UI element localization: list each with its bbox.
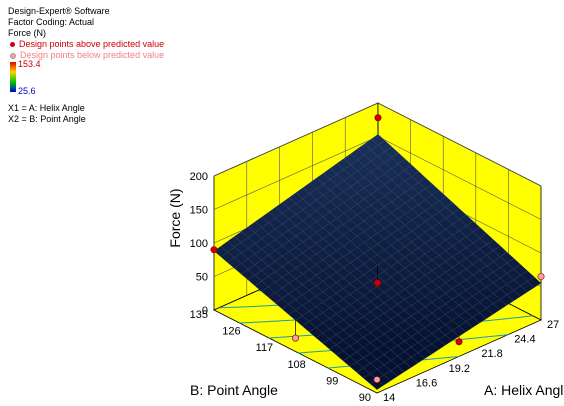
factor-coding-label: Factor Coding: Actual (8, 17, 95, 27)
x-tick-label: 21.8 (481, 348, 502, 360)
z-tick-label: 0 (202, 305, 208, 317)
design-point-below (373, 376, 381, 384)
below-point-marker-icon (10, 52, 16, 59)
response-surface (213, 134, 542, 390)
above-points-label: Design points above predicted value (19, 39, 165, 49)
y-axis-label: B: Point Angle (190, 382, 278, 398)
y-tick-label: 99 (326, 375, 338, 387)
x-tick-label: 19.2 (449, 363, 470, 375)
y-tick-label: 117 (256, 342, 274, 354)
z-tick-label: 100 (190, 238, 208, 250)
design-point-above (455, 338, 463, 346)
below-points-label: Design points below predicted value (20, 50, 165, 60)
z-tick-label: 150 (190, 205, 208, 217)
above-point-marker-icon (10, 42, 15, 47)
design-point-above (210, 246, 218, 254)
above-points-legend: Design points above predicted value (8, 39, 164, 50)
design-point-above (373, 279, 381, 287)
x2-definition: X2 = B: Point Angle (8, 114, 86, 124)
z-tick-label: 50 (196, 272, 208, 284)
software-label: Design-Expert® Software (8, 6, 110, 16)
range-max-label: 153.4 (18, 59, 41, 69)
z-tick-label: 200 (190, 171, 208, 183)
below-points-legend: Design points below predicted value (8, 50, 164, 61)
wall-gridline (213, 102, 542, 187)
x-tick-label: 16.6 (416, 377, 437, 389)
x1-definition: X1 = A: Helix Angle (8, 103, 85, 113)
y-tick-label: 108 (287, 359, 305, 371)
x-tick-label: 27 (547, 319, 559, 331)
color-scale-bar (10, 62, 16, 92)
y-tick-label: 90 (359, 392, 371, 404)
x-axis-label: A: Helix Angle (484, 382, 564, 398)
z-axis-label: Force (N) (167, 188, 183, 247)
response-label: Force (N) (8, 28, 46, 38)
x-tick-label: 14 (383, 392, 395, 404)
range-min-label: 25.6 (18, 86, 36, 96)
axis-ticks: 0 50 100 150 200 90 99 108 117 126 135 14 16.6 19.2 21… (190, 171, 560, 404)
design-points (210, 114, 545, 384)
design-point-above (374, 114, 382, 122)
y-tick-label: 126 (222, 326, 240, 338)
x-tick-label: 24.4 (514, 334, 535, 346)
design-point-below (537, 272, 545, 280)
legend-panel: Design-Expert® Software Factor Coding: A… (8, 6, 164, 125)
color-range-legend: 153.4 25.6 (10, 59, 164, 96)
y-tick-label: 135 (190, 309, 208, 321)
design-point-below (291, 334, 299, 342)
